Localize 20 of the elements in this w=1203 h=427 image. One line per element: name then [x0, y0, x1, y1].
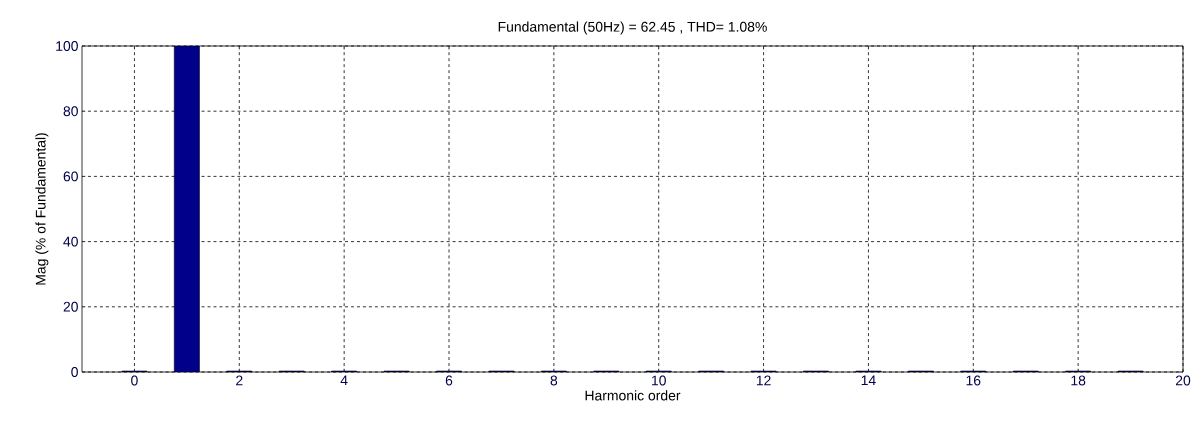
x-tick-label: 4	[340, 375, 348, 386]
x-tick-label: 10	[652, 375, 666, 386]
y-tick-label: 20	[63, 301, 78, 312]
y-tick-label: 40	[63, 236, 78, 247]
y-tick-label: 0	[71, 367, 78, 377]
x-tick-label: 0	[131, 375, 138, 386]
x-tick-label: 2	[236, 375, 243, 386]
x-tick-label: 6	[445, 375, 453, 386]
x-tick-label: 16	[966, 375, 981, 386]
y-axis-title: Mag (% of Fundamental)	[35, 133, 49, 285]
x-tick-label: 20	[1175, 375, 1191, 386]
x-axis-title: Harmonic order	[585, 390, 681, 401]
chart-title: Fundamental (50Hz) = 62.45 , THD= 1.08%	[498, 21, 767, 35]
x-tick-label: 12	[756, 375, 771, 386]
x-tick-label: 18	[1071, 375, 1086, 386]
y-tick-label: 60	[63, 171, 78, 182]
x-tick-label: 8	[550, 375, 558, 386]
y-tick-label: 100	[56, 41, 78, 51]
y-tick-label: 80	[63, 106, 78, 117]
x-tick-label: 14	[861, 375, 876, 386]
